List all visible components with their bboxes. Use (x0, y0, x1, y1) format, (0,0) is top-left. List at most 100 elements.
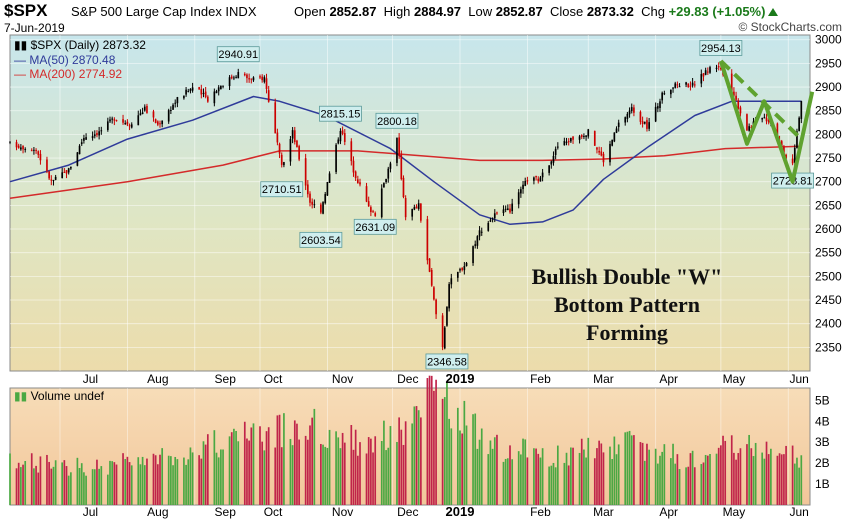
volume-bar (156, 464, 159, 505)
volume-bar (274, 447, 277, 505)
volume-bar (448, 418, 450, 505)
volume-bar (585, 457, 587, 505)
candle-body (548, 165, 550, 173)
candle-body (398, 137, 400, 156)
volume-bar (63, 460, 66, 505)
candle-body (522, 184, 524, 190)
volume-bar (598, 440, 600, 505)
candle-body (661, 92, 664, 101)
ticker-symbol: $SPX (4, 1, 48, 20)
volume-bar (463, 400, 466, 505)
legend-volume-label: Volume undef (30, 389, 104, 403)
candle-body (411, 209, 414, 217)
candle-body (678, 86, 681, 88)
volume-tick-label: 2B (815, 456, 830, 470)
volume-bar (352, 449, 355, 505)
volume-bar (539, 457, 542, 505)
pattern-annotation-line2: Bottom Pattern (553, 292, 700, 317)
volume-bar (385, 450, 387, 505)
volume-bar (154, 455, 157, 505)
candle-body (78, 145, 81, 155)
volume-bar (430, 375, 433, 505)
volume-bar (472, 414, 474, 505)
candle-body (15, 142, 18, 148)
volume-bar (22, 464, 24, 505)
candle-body (400, 155, 403, 180)
candle-body (80, 142, 83, 145)
volume-bar (161, 448, 164, 505)
volume-bar (724, 440, 727, 505)
volume-bar (65, 466, 68, 505)
x-tick-label: Nov (332, 372, 353, 386)
volume-bar (676, 454, 679, 505)
volume-bar (583, 449, 585, 505)
low-value: 2852.87 (495, 4, 543, 19)
volume-bar (548, 466, 550, 505)
x-tick-label: May (723, 505, 746, 519)
volume-bar (748, 434, 750, 505)
candle-body (459, 269, 461, 271)
candle-body (413, 207, 416, 210)
volume-bar (372, 452, 374, 505)
volume-bar (230, 432, 233, 505)
volume-bar (122, 453, 124, 505)
candle-body (748, 126, 750, 131)
volume-bar (648, 449, 650, 505)
volume-bar (517, 451, 520, 505)
candle-body (476, 236, 479, 246)
volume-bar (176, 459, 179, 505)
candle-body (170, 109, 172, 111)
candle-body (85, 137, 87, 140)
volume-bar (552, 462, 555, 505)
volume-bar (615, 454, 618, 505)
x-tick-label: Dec (397, 372, 418, 386)
volume-bar (402, 444, 405, 505)
volume-bar (70, 472, 72, 505)
volume-bar (374, 436, 377, 505)
pattern-annotation: Bullish Double "W" Bottom Pattern Formin… (492, 263, 762, 347)
candle-body (291, 130, 294, 139)
price-callout-box (319, 105, 362, 122)
candle-body (124, 123, 127, 125)
volume-bar (141, 456, 144, 505)
candle-body (113, 119, 116, 121)
x-tick-label: Mar (593, 505, 614, 519)
volume-bar (709, 453, 711, 505)
y-tick-label: 3000 (815, 33, 842, 47)
candle-body (463, 266, 466, 271)
legend-price-icon: ▮▮ (14, 38, 28, 52)
candle-body (487, 222, 490, 231)
volume-bar (85, 475, 87, 505)
volume-bar (233, 428, 235, 505)
volume-bar (293, 420, 296, 505)
volume-bar (535, 448, 537, 505)
x-tick-label: 2019 (446, 371, 475, 386)
candle-body (176, 97, 179, 104)
candle-body (506, 208, 509, 211)
volume-bar (250, 427, 253, 505)
candle-body (189, 88, 192, 91)
volume-bar (678, 469, 681, 505)
volume-bar (643, 460, 646, 505)
volume-bar (509, 445, 511, 505)
candle-body (128, 125, 131, 127)
candle-body (337, 139, 340, 144)
volume-bar (780, 454, 783, 505)
volume-bar (91, 469, 94, 505)
volume-bar (563, 462, 566, 505)
legend-ma200: — MA(200) 2774.92 (14, 67, 122, 81)
ma50-line (9, 95, 802, 226)
volume-bar (39, 456, 42, 505)
candle-body (126, 121, 129, 125)
volume-bar (220, 449, 222, 505)
volume-bar (278, 414, 281, 505)
candle-body (259, 76, 261, 78)
x-tick-label: Sep (215, 372, 237, 386)
candle-body (580, 135, 583, 138)
candle-body (443, 327, 446, 349)
volume-bar (613, 436, 616, 505)
x-tick-label: Sep (215, 505, 237, 519)
volume-bar (674, 463, 677, 505)
volume-bar (174, 456, 177, 505)
